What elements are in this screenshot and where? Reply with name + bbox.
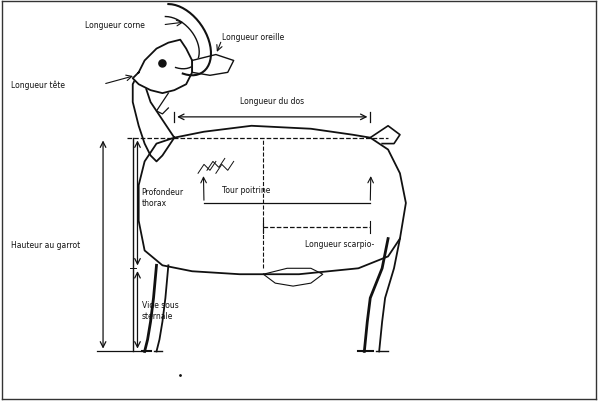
Polygon shape [133,41,192,94]
Text: Longueur scarpio-: Longueur scarpio- [305,239,374,248]
Text: Longueur du dos: Longueur du dos [240,97,304,106]
Text: Profondeur
thorax: Profondeur thorax [142,188,184,207]
Polygon shape [133,73,174,162]
Polygon shape [192,55,234,76]
Text: Vide sous
sternale: Vide sous sternale [142,300,178,320]
Text: Longueur oreille: Longueur oreille [222,33,284,42]
Circle shape [159,61,166,68]
Text: Longueur tête: Longueur tête [11,80,65,90]
Polygon shape [139,126,406,275]
Text: Hauteur au garrot: Hauteur au garrot [11,241,80,249]
Text: Tour poitrine: Tour poitrine [222,186,270,194]
Text: Longueur corne: Longueur corne [86,21,145,30]
